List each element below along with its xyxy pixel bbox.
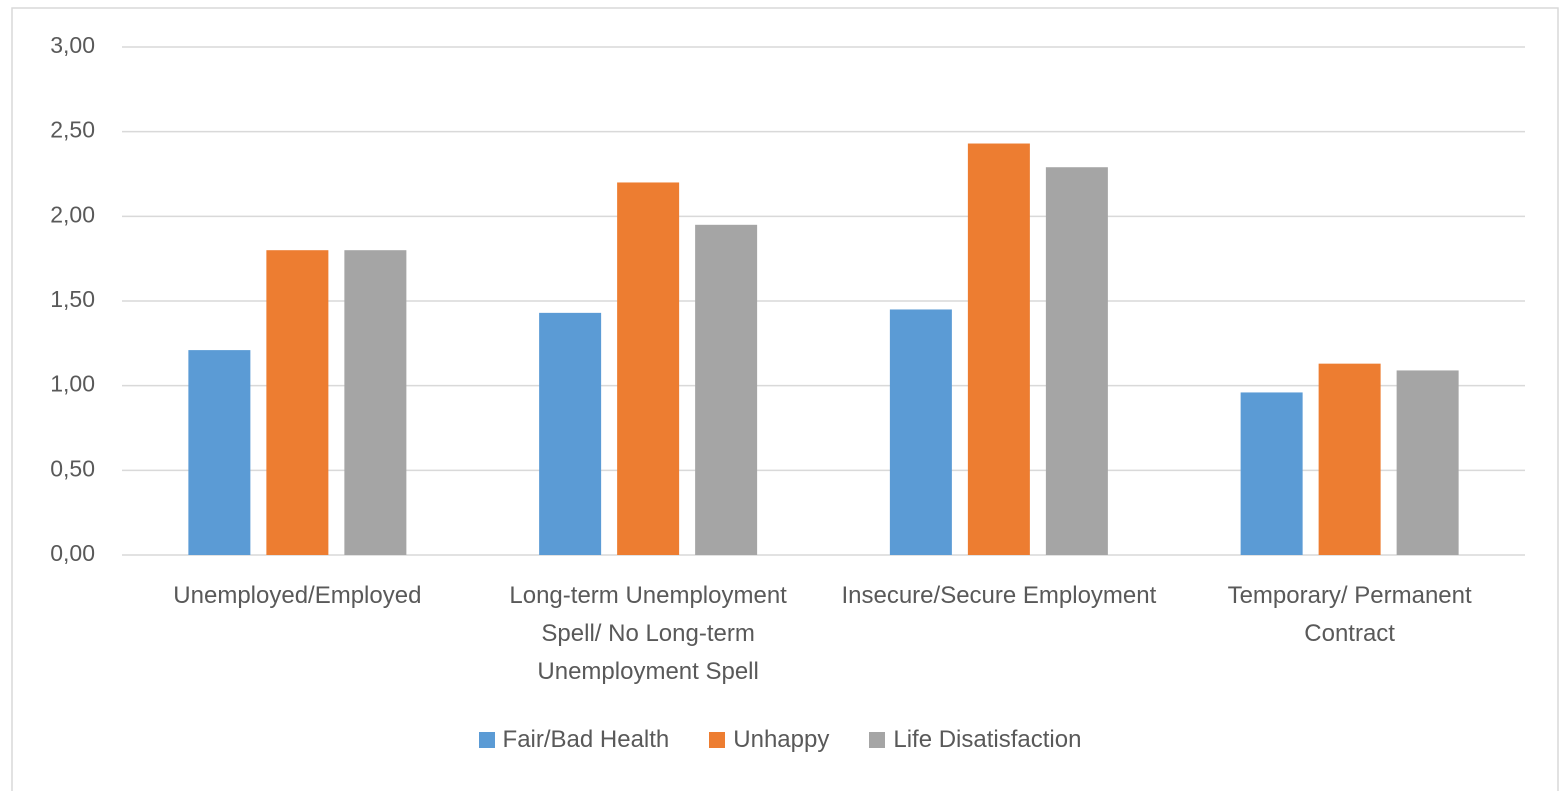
bar: [889, 309, 952, 555]
bar: [344, 250, 407, 555]
bar: [967, 143, 1030, 555]
y-tick-label: 2,00: [50, 201, 95, 227]
y-tick-label: 1,00: [50, 371, 95, 397]
bar: [1045, 167, 1108, 555]
legend-item: Fair/Bad Health: [478, 726, 670, 754]
legend-swatch: [709, 732, 726, 748]
legend-item: Unhappy: [709, 726, 829, 754]
bar: [617, 182, 680, 555]
bar: [188, 350, 251, 555]
y-tick-label: 2,50: [50, 117, 95, 143]
bar: [266, 250, 329, 555]
legend-swatch: [478, 732, 495, 748]
y-tick-label: 1,50: [50, 286, 95, 312]
y-tick-label: 3,00: [50, 32, 95, 58]
bar: [1240, 392, 1303, 555]
legend-label: Life Disatisfaction: [893, 726, 1082, 753]
chart-border: [11, 7, 1559, 791]
y-tick-label: 0,00: [50, 540, 95, 566]
legend: Fair/Bad Health Unhappy Life Disatisfactio…: [0, 726, 1560, 754]
legend-swatch: [869, 732, 886, 748]
x-tick-label: Insecure/Secure Employment: [841, 582, 1157, 609]
bar: [539, 312, 602, 555]
x-tick-label: Long-term Unemployment Spell/ No Long-te…: [509, 582, 787, 685]
bar: [695, 224, 758, 556]
legend-label: Unhappy: [733, 726, 830, 753]
bar: [1318, 363, 1381, 555]
legend-label: Fair/Bad Health: [502, 726, 670, 753]
y-tick-label: 0,50: [50, 455, 95, 481]
legend-item: Life Disatisfaction: [869, 726, 1081, 754]
bar: [1396, 370, 1459, 555]
x-tick-label: Temporary/ Permanent Contract: [1227, 582, 1472, 647]
x-tick-label: Unemployed/Employed: [173, 582, 422, 609]
